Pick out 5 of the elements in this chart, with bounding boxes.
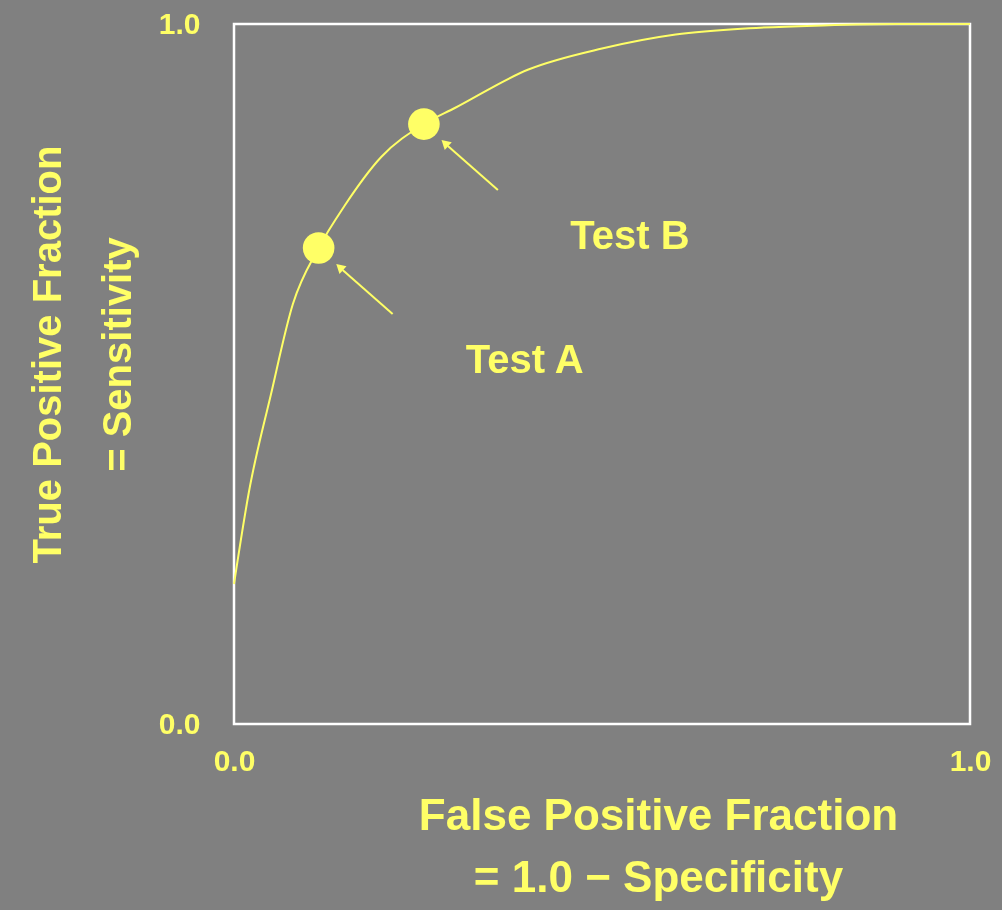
annotation: Test A [465, 337, 584, 381]
x-axis-title: False Positive Fraction = 1.0 − Specificity [418, 789, 899, 901]
annotation: Test B [570, 213, 690, 258]
line-series [233, 23, 971, 585]
y-axis-title: True Positive Fraction = Sensitivity [24, 145, 139, 564]
